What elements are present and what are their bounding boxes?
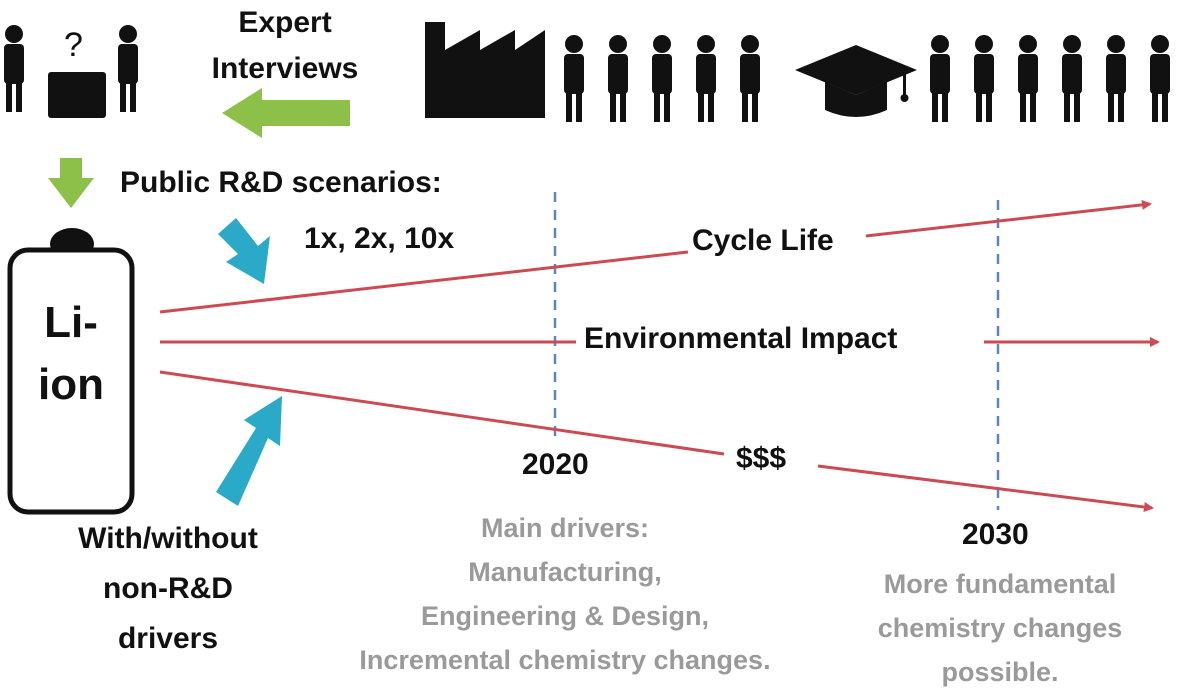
interviewee-icon	[4, 25, 24, 112]
desk-icon	[48, 72, 106, 118]
cycle-life-trend	[159, 199, 1152, 314]
battery-label-line2: ion	[38, 360, 104, 409]
academia-people-icons	[930, 35, 1170, 122]
year-2030-label: 2030	[962, 518, 1029, 551]
green-down-arrow	[48, 158, 94, 208]
factory-icon	[425, 22, 545, 118]
year-2020-drivers: Main drivers: Manufacturing, Engineering…	[300, 506, 830, 682]
green-left-arrow	[222, 88, 350, 138]
blue-arrow-nonrd	[216, 396, 282, 506]
public-rd-title: Public R&D scenarios:	[120, 166, 442, 199]
year-2020-drivers-line3: Engineering & Design,	[420, 601, 710, 631]
year-2020-drivers-line2: Manufacturing,	[468, 557, 662, 587]
non-rd-label: With/without non-R&D drivers	[18, 514, 318, 664]
cycle-life-label: Cycle Life	[692, 224, 834, 257]
battery-label: Li- ion	[10, 292, 132, 416]
blue-arrow-rd	[218, 218, 270, 284]
year-2020-label: 2020	[522, 448, 589, 481]
interviewer-icon	[118, 25, 138, 112]
graduation-cap-icon	[795, 45, 917, 117]
expert-interviews-label: Expert Interviews	[180, 0, 390, 92]
year-2020-drivers-line4: Incremental chemistry changes.	[359, 645, 771, 675]
battery-label-line1: Li-	[44, 298, 98, 347]
year-2020-drivers-line1: Main drivers:	[480, 513, 650, 543]
year-2030-drivers-line2: chemistry changes	[877, 613, 1123, 643]
cost-trend	[159, 370, 1154, 512]
expert-interviews-line2: Interviews	[211, 52, 359, 85]
year-2030-drivers: More fundamental chemistry changes possi…	[842, 562, 1158, 692]
expert-interviews-line1: Expert	[238, 6, 332, 39]
non-rd-line1: With/without	[78, 522, 258, 555]
non-rd-line3: drivers	[117, 622, 219, 655]
year-2030-drivers-line1: More fundamental	[883, 569, 1117, 599]
environmental-impact-label: Environmental Impact	[584, 322, 898, 355]
public-rd-values: 1x, 2x, 10x	[304, 222, 455, 255]
year-2030-drivers-line3: possible.	[941, 657, 1059, 687]
battery-icon	[7, 228, 135, 515]
non-rd-line2: non-R&D	[103, 572, 233, 605]
industry-people-icons	[564, 35, 760, 122]
cost-label: $$$	[736, 442, 787, 475]
question-mark: ?	[64, 26, 83, 64]
